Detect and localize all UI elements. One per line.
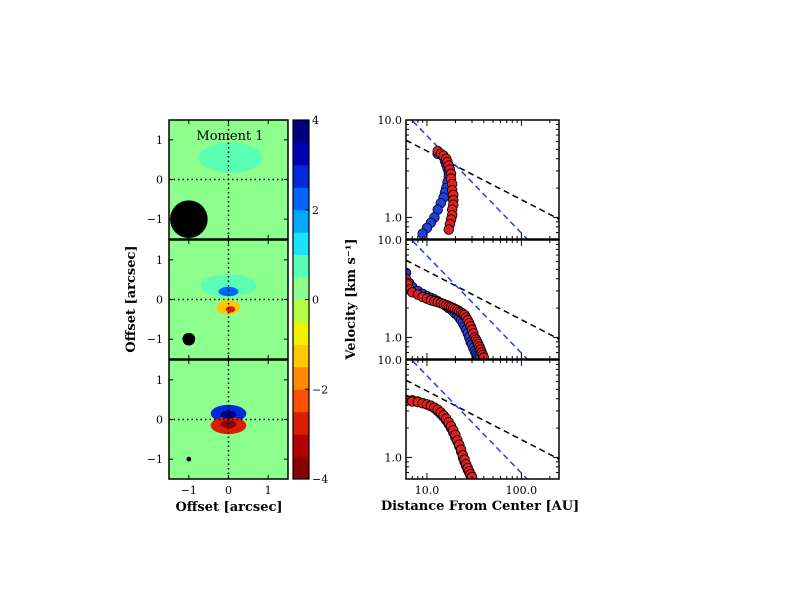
data-point-red — [478, 352, 490, 359]
left-xlabel: Offset [arcsec] — [175, 500, 282, 515]
right-xlabel: Distance From Center [AU] — [381, 499, 579, 514]
emission-blob — [198, 142, 263, 173]
moment-panel-middle: −1 0 1 — [147, 239, 289, 360]
moment-map-panels: −1 0 1 −1 0 1 −1 −1 0 0 1 1 — [147, 119, 289, 497]
plot-content — [406, 240, 559, 359]
beam-ellipse — [169, 200, 208, 239]
reference-line — [406, 139, 559, 220]
x-tick-label: 100.0 — [506, 484, 538, 497]
x-tick-label: 1 — [265, 484, 272, 497]
colorbar-segment — [293, 164, 309, 188]
y-tick-label: 10.0 — [378, 114, 403, 127]
data-point-red — [443, 224, 454, 235]
colorbar-tick-label: 2 — [312, 204, 319, 217]
moment-panel-bottom: −1 −1 0 0 1 1 — [147, 359, 289, 497]
plot-content — [406, 120, 559, 239]
panel-frame — [405, 119, 560, 240]
plot-content — [406, 360, 559, 479]
colorbar-tick-label: −4 — [312, 473, 328, 486]
colorbar-segment — [293, 120, 309, 143]
beam-ellipse — [186, 456, 192, 462]
x-tick-label: 10.0 — [415, 484, 440, 497]
emission-blob — [225, 306, 236, 313]
moment-panel-top: −1 0 1 — [147, 119, 289, 240]
map-emission-group — [210, 404, 247, 435]
colorbar-tick-label: −2 — [312, 383, 328, 396]
colorbar-segment — [293, 277, 309, 300]
colorbar-segment — [293, 389, 309, 413]
y-tick-label: 1.0 — [385, 451, 403, 464]
x-tick-label: 0 — [225, 484, 232, 497]
colorbar-segment — [293, 299, 309, 323]
panel-frame — [405, 359, 560, 480]
y-tick-label: 0 — [156, 174, 163, 187]
colorbar-segment — [293, 366, 309, 390]
colorbar-segment — [293, 434, 309, 458]
colorbar-segment — [293, 254, 309, 278]
reference-line — [406, 379, 559, 460]
data-point-red — [466, 471, 478, 479]
y-tick-label: 1 — [156, 134, 163, 147]
moment-title: Moment 1 — [196, 129, 263, 144]
colorbar: 4 2 0 −2 −4 — [292, 114, 328, 486]
left-ylabel: Offset [arcsec] — [124, 245, 139, 352]
reference-line — [406, 259, 559, 340]
emission-blob — [218, 286, 239, 297]
beam-ellipse — [182, 332, 196, 346]
y-tick-label: −1 — [147, 333, 163, 346]
colorbar-segment — [293, 232, 309, 256]
y-tick-label: −1 — [147, 213, 163, 226]
colorbar-segment — [293, 142, 309, 166]
y-tick-label: 1.0 — [385, 331, 403, 344]
rotation-curve-panels: 10.0 1.0 10.0 1.0 10.0 100.0 10.0 1.0 — [378, 114, 560, 497]
colorbar-segment — [293, 411, 309, 435]
y-tick-label: 10.0 — [378, 354, 403, 367]
rotation-panel-middle: 10.0 1.0 — [378, 234, 560, 360]
y-tick-label: −1 — [147, 453, 163, 466]
colorbar-segment — [293, 344, 309, 368]
colorbar-segment — [293, 321, 309, 345]
y-tick-label: 0 — [156, 294, 163, 307]
rotation-panel-top: 10.0 1.0 — [378, 114, 560, 240]
colorbar-segment — [293, 209, 309, 233]
y-tick-label: 0 — [156, 414, 163, 427]
map-emission-group — [198, 142, 263, 173]
y-tick-label: 1 — [156, 374, 163, 387]
y-tick-label: 1 — [156, 254, 163, 267]
panel-frame — [405, 239, 560, 360]
right-ylabel: Velocity [km s⁻¹] — [344, 238, 359, 360]
colorbar-tick-label: 4 — [312, 114, 319, 127]
x-tick-label: −1 — [181, 484, 197, 497]
y-tick-label: 1.0 — [385, 211, 403, 224]
colorbar-segment — [293, 456, 309, 480]
colorbar-segment — [293, 187, 309, 211]
y-tick-label: 10.0 — [378, 234, 403, 247]
colorbar-tick-label: 0 — [312, 294, 319, 307]
rotation-panel-bottom: 10.0 100.0 10.0 1.0 — [378, 354, 560, 497]
